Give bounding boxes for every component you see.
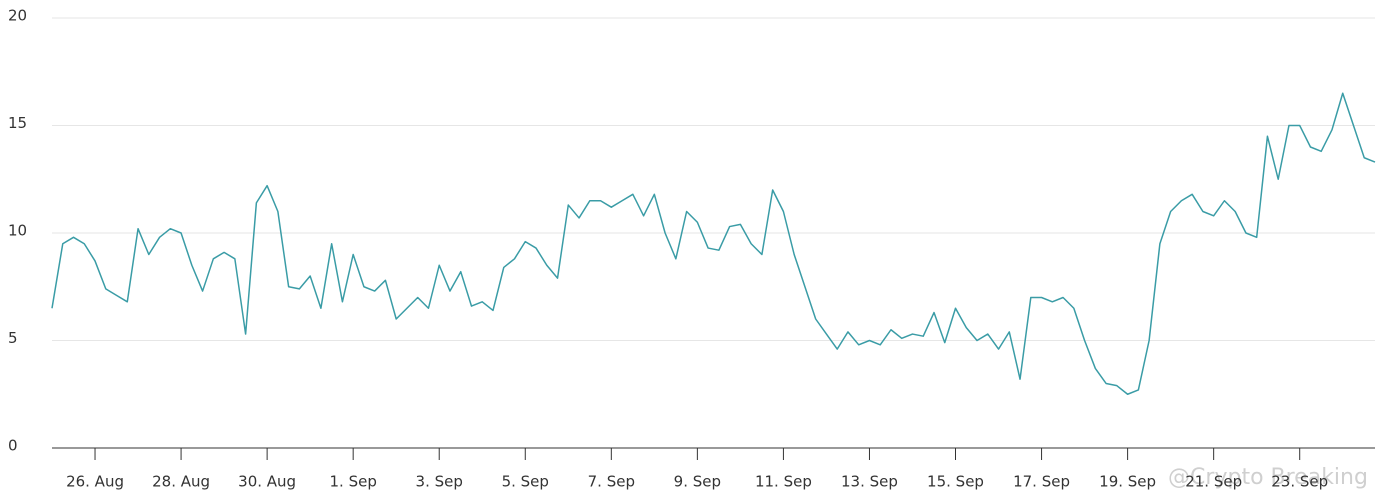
x-tick-label: 11. Sep — [755, 473, 812, 491]
data-line — [51, 92, 1376, 395]
y-tick-label: 5 — [8, 329, 18, 347]
x-tick-label: 7. Sep — [588, 473, 635, 491]
x-tick-label: 17. Sep — [1013, 473, 1070, 491]
x-tick-label: 13. Sep — [841, 473, 898, 491]
watermark: @Crypto Breaking — [1168, 465, 1368, 490]
x-tick-label: 9. Sep — [674, 473, 721, 491]
y-tick-label: 20 — [8, 7, 27, 25]
x-tick-label: 26. Aug — [66, 473, 124, 491]
x-tick-label: 5. Sep — [502, 473, 549, 491]
y-tick-label: 10 — [8, 222, 27, 240]
x-tick-label: 21. Sep — [1185, 473, 1242, 491]
x-tick-label: 28. Aug — [152, 473, 210, 491]
y-tick-label: 15 — [8, 114, 27, 132]
x-tick-label: 3. Sep — [416, 473, 463, 491]
x-tick-label: 19. Sep — [1099, 473, 1156, 491]
x-tick-label: 1. Sep — [329, 473, 376, 491]
x-tick-label: 15. Sep — [927, 473, 984, 491]
x-tick-label: 23. Sep — [1271, 473, 1328, 491]
x-tick-label: 30. Aug — [238, 473, 296, 491]
y-tick-label: 0 — [8, 437, 18, 455]
